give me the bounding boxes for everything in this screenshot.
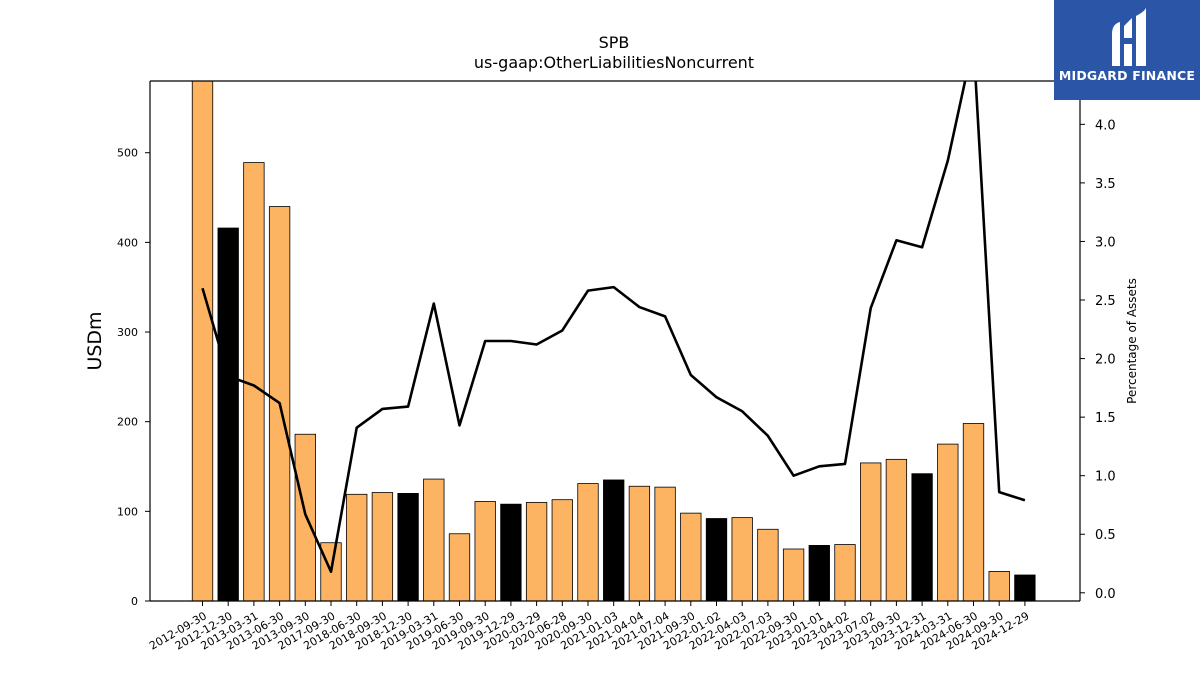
- bar: [860, 462, 882, 601]
- bar: [988, 571, 1010, 601]
- bar: [603, 479, 625, 601]
- bar: [628, 485, 651, 601]
- bar: [962, 423, 985, 601]
- bar: [500, 503, 522, 601]
- bar: [680, 512, 702, 601]
- bar: [191, 81, 214, 601]
- percentage-line: [201, 81, 1026, 574]
- bar: [782, 548, 805, 601]
- bar: [423, 478, 445, 601]
- bar: [731, 517, 753, 601]
- bar: [834, 544, 856, 601]
- y-tick-label: 200: [117, 416, 138, 429]
- bar-series: [191, 81, 1036, 601]
- bar: [577, 483, 599, 601]
- y2-axis-label: Percentage of Assets: [1125, 278, 1139, 404]
- bar: [551, 499, 573, 601]
- bar: [1014, 574, 1036, 601]
- y-tick-label: 400: [117, 236, 138, 249]
- chart-title: SPB: [599, 33, 630, 52]
- bar: [474, 501, 496, 601]
- bar: [525, 501, 548, 601]
- bar: [808, 545, 830, 601]
- y2-tick-label: 2.5: [1095, 294, 1116, 309]
- bar: [448, 533, 471, 601]
- bar: [217, 227, 239, 601]
- bar: [937, 443, 959, 601]
- logo-text: MIDGARD FINANCE: [1058, 68, 1196, 83]
- y-tick-label: 500: [117, 147, 138, 160]
- axes: 0 100 200 300 400 500 0.0 0.5 1.0 1.5 2.0 2.5 3.0 3.5…: [117, 80, 1116, 653]
- bar: [705, 518, 728, 601]
- bar: [346, 493, 368, 601]
- bar: [757, 528, 779, 601]
- y-axis-label: USDm: [84, 311, 106, 370]
- y2-tick-label: 0.0: [1095, 587, 1116, 602]
- chart-subtitle: us-gaap:OtherLiabilitiesNoncurrent: [474, 53, 754, 72]
- y2-tick-label: 4.0: [1095, 118, 1116, 133]
- y2-tick-label: 2.0: [1095, 353, 1116, 368]
- bar: [397, 493, 419, 601]
- bar: [654, 486, 676, 601]
- line-series: [201, 81, 1026, 574]
- bar: [294, 433, 316, 601]
- y-tick-label: 300: [117, 326, 138, 339]
- y2-tick-label: 1.0: [1095, 470, 1116, 485]
- bar: [371, 492, 394, 601]
- bar: [885, 458, 908, 601]
- y2-tick-label: 3.5: [1095, 177, 1116, 192]
- y2-tick-label: 0.5: [1095, 528, 1116, 543]
- brand-logo: MIDGARD FINANCE: [1054, 0, 1200, 100]
- y-tick-label: 0: [131, 595, 138, 608]
- bar: [911, 473, 933, 601]
- y2-tick-label: 3.0: [1095, 235, 1116, 250]
- logo-mark-icon: [1112, 8, 1146, 66]
- y2-tick-label: 1.5: [1095, 411, 1116, 426]
- y-tick-label: 100: [117, 505, 138, 518]
